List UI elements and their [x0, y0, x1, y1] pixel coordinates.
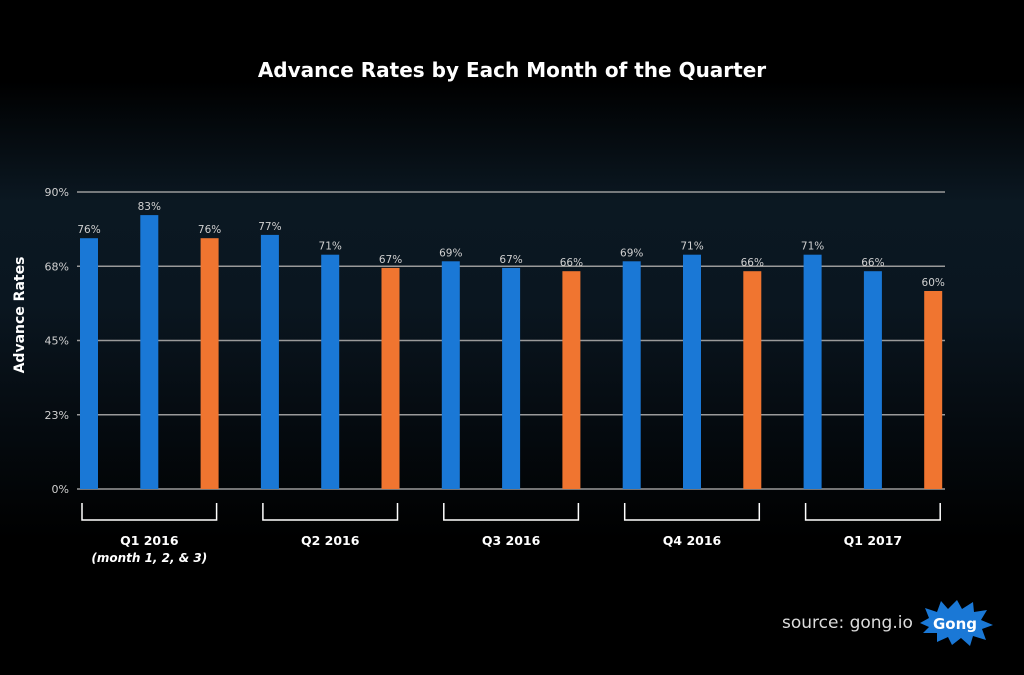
- data-label: 69%: [620, 247, 643, 259]
- bar: [863, 271, 882, 489]
- bar: [200, 238, 219, 489]
- group-bracket: [262, 503, 399, 521]
- y-tick-label: 45%: [45, 335, 69, 348]
- bar: [683, 254, 701, 489]
- group-bracket: [443, 503, 580, 521]
- bar: [381, 267, 400, 489]
- x-group-label: Q2 2016: [301, 533, 360, 548]
- bar: [140, 215, 159, 489]
- source-text: source: gong.io: [782, 613, 913, 633]
- group-bracket: [81, 503, 218, 521]
- data-label: 66%: [560, 257, 583, 269]
- y-tick-label: 68%: [45, 260, 69, 273]
- bar: [803, 254, 822, 489]
- data-label: 83%: [138, 201, 161, 213]
- data-label: 60%: [922, 277, 945, 289]
- data-label: 77%: [258, 221, 281, 233]
- data-label: 76%: [77, 224, 100, 236]
- bar: [622, 261, 641, 489]
- bar: [743, 271, 762, 489]
- bar: [562, 271, 581, 489]
- data-label: 76%: [198, 224, 221, 236]
- bar: [260, 234, 279, 489]
- x-group-label: Q3 2016: [482, 533, 541, 548]
- x-group-sublabel: (month 1, 2, & 3): [91, 551, 207, 565]
- data-label: 66%: [741, 257, 764, 269]
- x-group-label: Q1 2017: [844, 533, 902, 548]
- bar: [441, 261, 460, 489]
- data-label: 71%: [319, 241, 342, 253]
- bar: [80, 238, 98, 489]
- bar: [924, 291, 943, 489]
- svg-text:Gong: Gong: [933, 615, 977, 633]
- bar: [502, 267, 521, 489]
- x-group-label: Q4 2016: [663, 533, 722, 548]
- data-label: 67%: [499, 254, 522, 266]
- x-group-label: Q1 2016: [120, 533, 179, 548]
- data-label: 71%: [801, 241, 824, 253]
- bar: [321, 254, 340, 489]
- group-bracket: [623, 503, 761, 521]
- y-tick-label: 23%: [45, 409, 69, 422]
- data-label: 71%: [680, 241, 703, 253]
- data-label: 69%: [439, 247, 462, 259]
- group-bracket: [804, 503, 941, 521]
- gong-logo: Gong: [920, 600, 993, 646]
- data-label: 67%: [379, 254, 402, 266]
- y-tick-label: 90%: [45, 186, 69, 199]
- y-tick-label: 0%: [52, 483, 69, 496]
- chart-title: Advance Rates by Each Month of the Quart…: [257, 58, 767, 82]
- data-label: 66%: [861, 257, 884, 269]
